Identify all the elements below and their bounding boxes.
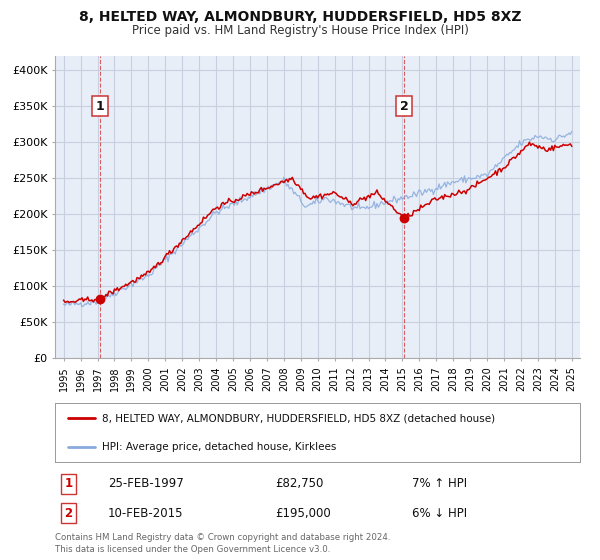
Text: 25-FEB-1997: 25-FEB-1997 [108,477,184,491]
Text: Price paid vs. HM Land Registry's House Price Index (HPI): Price paid vs. HM Land Registry's House … [131,24,469,37]
Text: £195,000: £195,000 [275,507,331,520]
Point [400,213,409,222]
Text: 7% ↑ HPI: 7% ↑ HPI [412,477,467,491]
Text: Contains HM Land Registry data © Crown copyright and database right 2024.
This d: Contains HM Land Registry data © Crown c… [55,533,391,554]
Text: 1: 1 [64,477,73,491]
Point [95,295,105,304]
Text: 2: 2 [64,507,73,520]
Text: HPI: Average price, detached house, Kirklees: HPI: Average price, detached house, Kirk… [103,442,337,452]
Text: £82,750: £82,750 [275,477,324,491]
Text: 1: 1 [95,100,104,113]
Text: 2: 2 [400,100,409,113]
Text: 8, HELTED WAY, ALMONDBURY, HUDDERSFIELD, HD5 8XZ (detached house): 8, HELTED WAY, ALMONDBURY, HUDDERSFIELD,… [103,413,496,423]
Text: 10-FEB-2015: 10-FEB-2015 [108,507,183,520]
Text: 8, HELTED WAY, ALMONDBURY, HUDDERSFIELD, HD5 8XZ: 8, HELTED WAY, ALMONDBURY, HUDDERSFIELD,… [79,10,521,24]
Text: 6% ↓ HPI: 6% ↓ HPI [412,507,467,520]
